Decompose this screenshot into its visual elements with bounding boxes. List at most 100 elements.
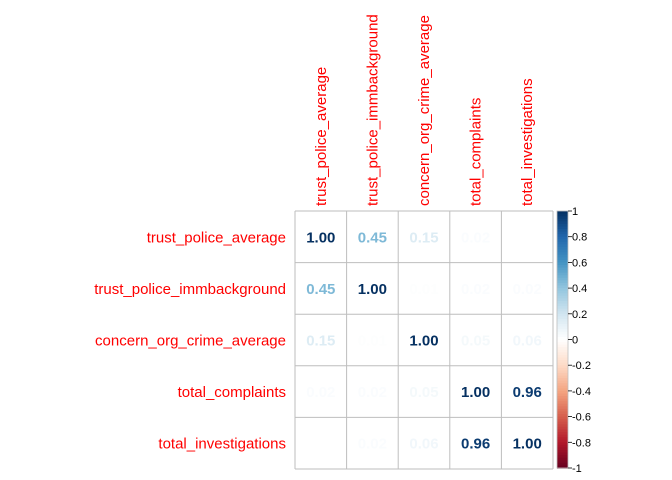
colorbar-band: [557, 434, 568, 438]
colorbar-band: [557, 398, 568, 402]
cell-value: 1.00: [409, 333, 438, 350]
colorbar-band: [557, 426, 568, 431]
colorbar-band: [557, 236, 568, 240]
colorbar-band: [557, 262, 568, 266]
colorbar-band: [557, 234, 568, 238]
colorbar-band: [557, 211, 568, 215]
colorbar-band: [557, 213, 568, 217]
colorbar-band: [557, 336, 568, 341]
cell-grid: [294, 210, 554, 470]
colorbar-band: [557, 462, 568, 467]
colorbar-band: [557, 226, 568, 230]
cell-value: 0.02: [358, 436, 387, 453]
colorbar-band: [557, 254, 568, 258]
cell-value: 0.06: [409, 436, 438, 453]
cell-value: 1.00: [358, 281, 387, 298]
colorbar-tick-label: -0.6: [572, 412, 591, 424]
colorbar-band: [557, 293, 568, 297]
colorbar-band: [557, 354, 568, 359]
colorbar-band: [557, 308, 568, 312]
colorbar-band: [557, 372, 568, 377]
colorbar-band: [557, 347, 568, 351]
colorbar-band: [557, 388, 568, 392]
colorbar-band: [557, 239, 568, 243]
cell-value: 0.05: [461, 333, 490, 350]
colorbar-band: [557, 288, 568, 292]
colorbar-band: [557, 246, 568, 251]
column-label: trust_police_immbackground: [364, 14, 381, 206]
cell-value: 1.00: [513, 436, 542, 453]
colorbar-band: [557, 259, 568, 263]
colorbar-band: [557, 439, 568, 443]
colorbar-band: [557, 277, 568, 281]
colorbar-band: [557, 429, 568, 433]
colorbar-band: [557, 452, 568, 456]
column-label: concern_org_crime_average: [416, 15, 433, 206]
row-label: total_investigations: [158, 436, 286, 453]
cell-value: 0.02: [461, 229, 490, 246]
colorbar-band: [557, 298, 568, 302]
colorbar-band: [557, 331, 568, 335]
colorbar-band: [557, 444, 568, 449]
colorbar-band: [557, 396, 568, 400]
colorbar-band: [557, 378, 568, 382]
colorbar-band: [557, 275, 568, 279]
colorbar-band: [557, 303, 568, 307]
colorbar-band: [557, 218, 568, 222]
colorbar-tick-label: 0: [572, 335, 578, 347]
colorbar-band: [557, 264, 568, 269]
colorbar-band: [557, 272, 568, 276]
colorbar-band: [557, 375, 568, 379]
colorbar-band: [557, 419, 568, 423]
colorbar-band: [557, 385, 568, 389]
cell-value-labels: 1.00 0.45 0.15 0.02 0.45 1.00 0.01 0.02 0.02 0.15…: [306, 229, 542, 452]
colorbar-band: [557, 357, 568, 361]
cell-value: 0.01: [358, 333, 387, 350]
colorbar-band: [557, 432, 568, 436]
correlation-cells: [295, 211, 553, 469]
colorbar-band: [557, 228, 568, 233]
colorbar-band: [557, 416, 568, 420]
colorbar-band: [557, 290, 568, 294]
colorbar-band: [557, 270, 568, 274]
colorbar-band: [557, 295, 568, 299]
color-legend: 1 0.8 0.6 0.4 0.2 0 -0.2 -0.4 -0.6 -0.8 -1: [556, 206, 591, 475]
colorbar-band: [557, 406, 568, 410]
colorbar-band: [557, 383, 568, 387]
cell-value: 0.15: [409, 229, 438, 246]
colorbar-band: [557, 249, 568, 253]
colorbar-band: [557, 221, 568, 225]
colorbar-band: [557, 460, 568, 464]
colorbar-band: [557, 267, 568, 271]
cell-value: 0.45: [306, 281, 335, 298]
cell-value: 0.02: [358, 384, 387, 401]
cell-value: 0.02: [461, 281, 490, 298]
colorbar-tick-label: -1: [572, 463, 582, 475]
colorbar-band: [557, 252, 568, 256]
cell-value: 0.06: [513, 333, 542, 350]
colorbar-band: [557, 329, 568, 333]
colorbar-band: [557, 231, 568, 235]
column-label: trust_police_average: [313, 67, 330, 206]
colorbar-tick-label: -0.4: [572, 386, 591, 398]
colorbar-tick-label: 0.2: [572, 309, 587, 321]
colorbar-band: [557, 324, 568, 328]
colorbar-band: [557, 421, 568, 425]
colorbar-band: [557, 321, 568, 325]
colorbar-band: [557, 300, 568, 305]
cell-value: 1.00: [306, 229, 335, 246]
colorbar-band: [557, 313, 568, 317]
cell-value: 0.02: [513, 281, 542, 298]
colorbar-band: [557, 282, 568, 287]
cell-value: 0.15: [306, 333, 335, 350]
column-labels: trust_police_average trust_police_immback…: [313, 14, 536, 206]
colorbar-tick-label: 0.4: [572, 283, 587, 295]
colorbar-band: [557, 390, 568, 395]
colorbar-band: [557, 457, 568, 461]
colorbar-band: [557, 318, 568, 323]
colorbar-tick-label: -0.8: [572, 437, 591, 449]
colorbar-tick-label: -0.2: [572, 360, 591, 372]
row-label: total_complaints: [178, 384, 286, 401]
cell-value: 1.00: [461, 384, 490, 401]
colorbar-band: [557, 411, 568, 415]
